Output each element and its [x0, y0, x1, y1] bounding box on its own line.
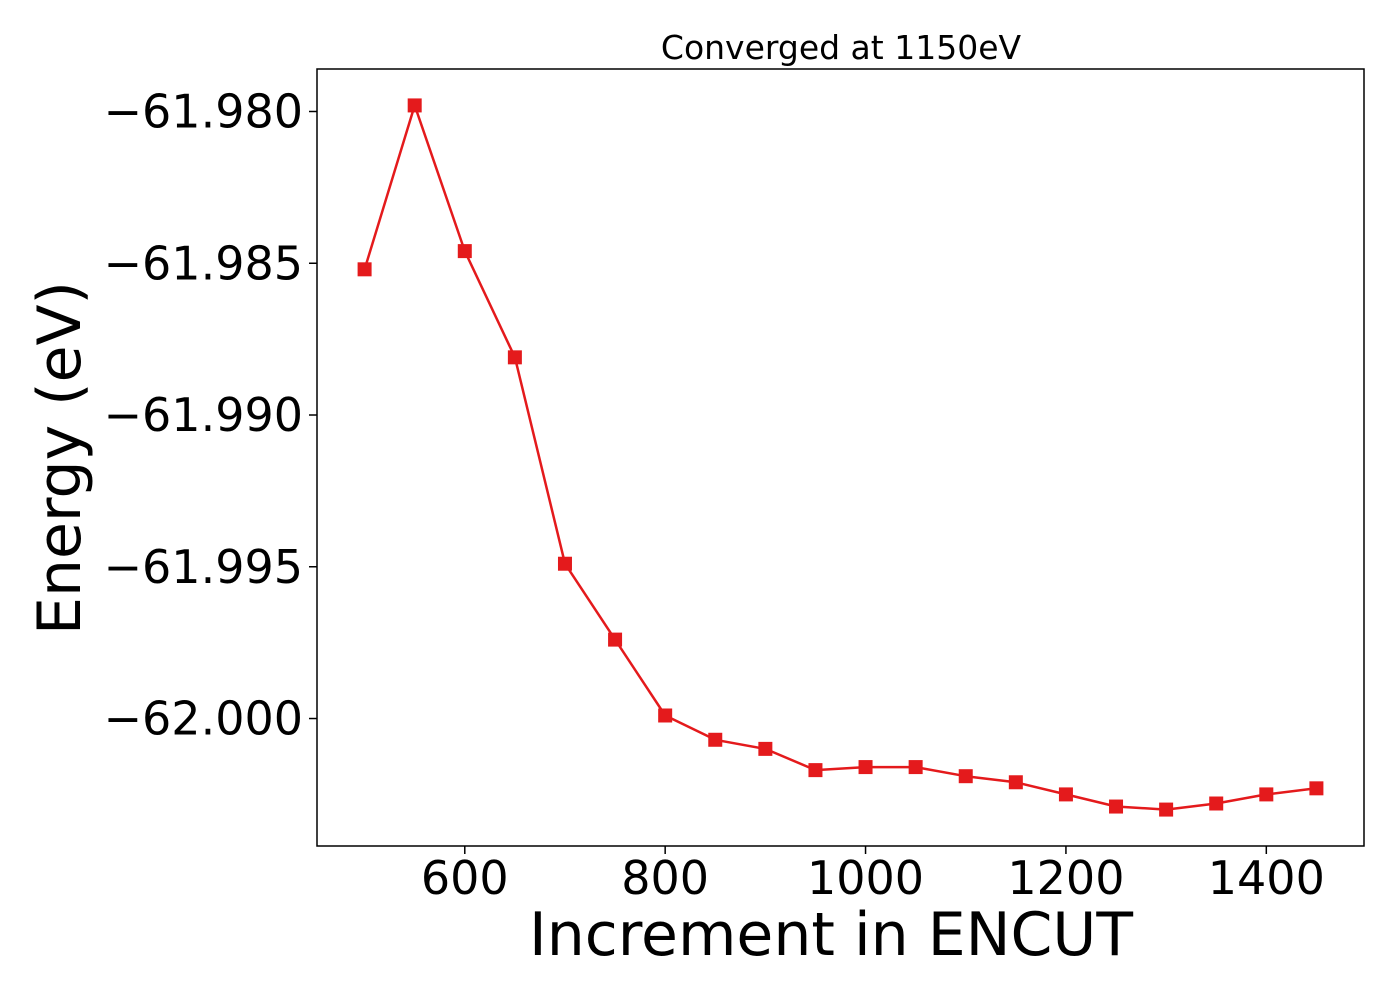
x-tick-label: 600	[421, 851, 509, 905]
data-point-marker	[1209, 796, 1224, 811]
data-point-marker	[557, 556, 572, 571]
y-tick-label: −61.980	[104, 84, 304, 138]
x-tick-label: 800	[621, 851, 709, 905]
y-axis-ticks: −61.980 −61.985 −61.990 −61.995 −62.000	[104, 84, 317, 746]
y-tick-label: −61.985	[104, 236, 304, 290]
x-tick-label: 1200	[1007, 851, 1124, 905]
series-line	[363, 104, 1317, 811]
data-point-marker	[608, 632, 623, 647]
data-point-marker	[357, 262, 372, 277]
data-point-marker	[407, 98, 422, 113]
data-point-marker	[1008, 775, 1023, 790]
x-tick-label: 1000	[807, 851, 924, 905]
data-point-marker	[708, 732, 723, 747]
data-point-marker	[457, 244, 472, 259]
y-axis-label: Energy (eV)	[25, 281, 95, 635]
data-point-marker	[958, 769, 973, 784]
data-point-marker	[658, 708, 673, 723]
y-tick-label: −62.000	[104, 692, 304, 746]
data-point-marker	[1159, 802, 1174, 817]
data-point-marker	[908, 760, 923, 775]
data-point-marker	[1309, 781, 1324, 796]
data-point-marker	[1259, 787, 1274, 802]
data-point-marker	[1109, 799, 1124, 814]
data-point-marker	[758, 741, 773, 756]
x-tick-label: 1400	[1208, 851, 1325, 905]
data-point-marker	[507, 350, 522, 365]
x-axis-ticks: 600 800 1000 1200 1400	[421, 846, 1325, 905]
plot-area-frame	[316, 68, 1365, 847]
chart-title: Converged at 1150eV	[661, 28, 1022, 67]
y-tick-label: −61.990	[104, 388, 304, 442]
data-point-marker	[1058, 787, 1073, 802]
data-point-marker	[858, 760, 873, 775]
series-layer	[357, 98, 1324, 817]
y-tick-label: −61.995	[104, 540, 304, 594]
data-point-marker	[808, 763, 823, 778]
x-axis-label: Increment in ENCUT	[529, 900, 1133, 970]
